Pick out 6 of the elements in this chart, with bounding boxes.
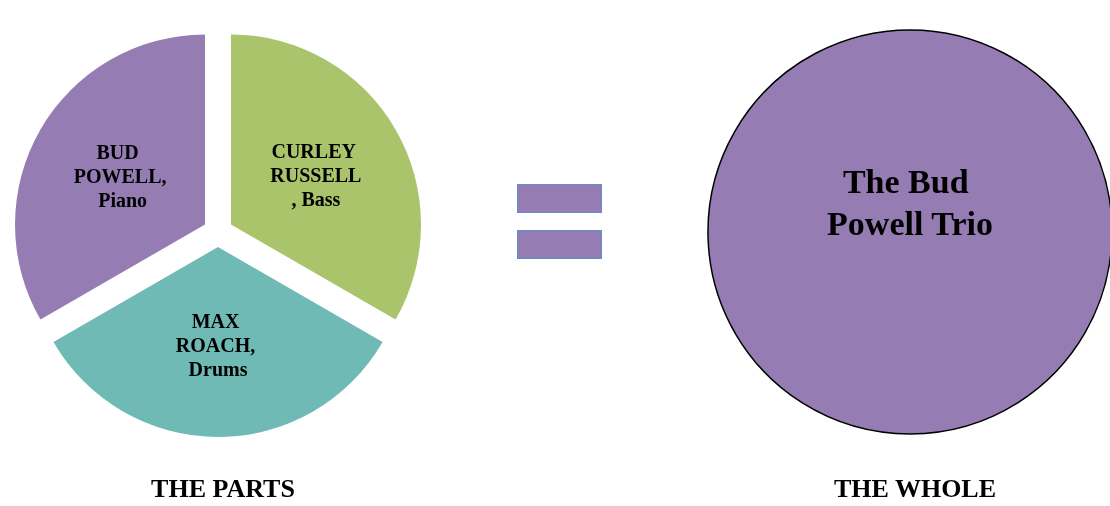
slice-label: MAX ROACH, Drums — [175, 310, 261, 380]
slice-label: The Bud Powell Trio — [827, 162, 993, 242]
slice-label: CURLEY RUSSELL, Bass — [270, 140, 362, 211]
slice-label: BUD POWELL, Piano — [73, 140, 167, 211]
text: THE PARTS — [151, 473, 295, 503]
text: THE WHOLE — [833, 473, 997, 503]
